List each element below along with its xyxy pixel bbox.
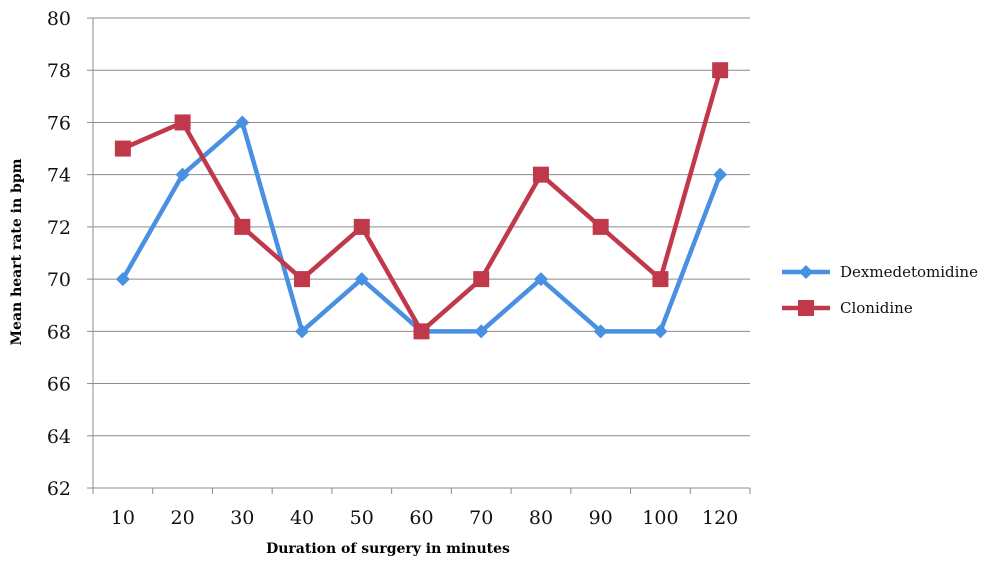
legend: Dexmedetomidine Clonidine (782, 263, 978, 317)
x-tick-label: 20 (170, 507, 194, 529)
data-point-clonidine (532, 166, 549, 183)
series-line-clonidine (121, 69, 723, 335)
gridlines (93, 17, 750, 437)
series-layer (114, 62, 729, 340)
x-tick-label: 80 (529, 507, 553, 529)
data-point-dexmedetomidine (175, 167, 190, 182)
y-tick-label: 70 (47, 269, 71, 291)
data-point-dexmedetomidine (115, 272, 130, 287)
y-tick-label: 74 (47, 165, 71, 187)
y-tick-label: 66 (47, 374, 71, 396)
data-point-clonidine (473, 271, 490, 288)
legend-marker (798, 300, 814, 316)
data-point-clonidine (353, 218, 370, 235)
y-tick-label: 72 (47, 217, 71, 239)
y-axis-title: Mean heart rate in bpm (9, 158, 25, 345)
data-point-dexmedetomidine (653, 324, 668, 339)
y-tick-label: 80 (47, 8, 71, 30)
data-point-clonidine (174, 114, 191, 131)
data-point-dexmedetomidine (533, 272, 548, 287)
data-point-clonidine (413, 323, 430, 340)
y-tick-label: 64 (47, 426, 71, 448)
x-tick-label: 60 (409, 507, 433, 529)
data-point-dexmedetomidine (593, 324, 608, 339)
data-point-clonidine (712, 62, 729, 79)
legend-label: Dexmedetomidine (840, 263, 978, 281)
x-tick-labels: 10 20 30 40 50 60 70 80 90 100 120 (111, 507, 738, 529)
data-point-clonidine (234, 218, 251, 235)
data-point-dexmedetomidine (474, 324, 489, 339)
data-point-clonidine (592, 218, 609, 235)
data-point-dexmedetomidine (713, 167, 728, 182)
x-tick-label: 120 (702, 507, 738, 529)
data-point-clonidine (294, 271, 311, 288)
x-tick-label: 10 (111, 507, 135, 529)
data-point-clonidine (652, 271, 669, 288)
x-tick-label: 100 (642, 507, 678, 529)
x-tick-label: 50 (350, 507, 374, 529)
y-tick-label: 78 (47, 60, 71, 82)
data-point-clonidine (114, 140, 131, 157)
x-tick-label: 90 (589, 507, 613, 529)
y-tick-label: 76 (47, 112, 71, 134)
x-tick-label: 30 (230, 507, 254, 529)
x-axis-title: Duration of surgery in minutes (266, 541, 510, 557)
y-tick-label: 62 (47, 478, 71, 500)
y-tick-label: 68 (47, 321, 71, 343)
axes (87, 17, 751, 494)
y-tick-labels: 62 64 66 68 70 72 74 76 78 80 (47, 8, 71, 500)
data-point-dexmedetomidine (235, 115, 250, 130)
legend-marker (799, 265, 813, 279)
x-tick-label: 40 (290, 507, 314, 529)
data-point-dexmedetomidine (295, 324, 310, 339)
x-tick-label: 70 (469, 507, 493, 529)
legend-label: Clonidine (840, 299, 913, 317)
data-point-dexmedetomidine (354, 272, 369, 287)
